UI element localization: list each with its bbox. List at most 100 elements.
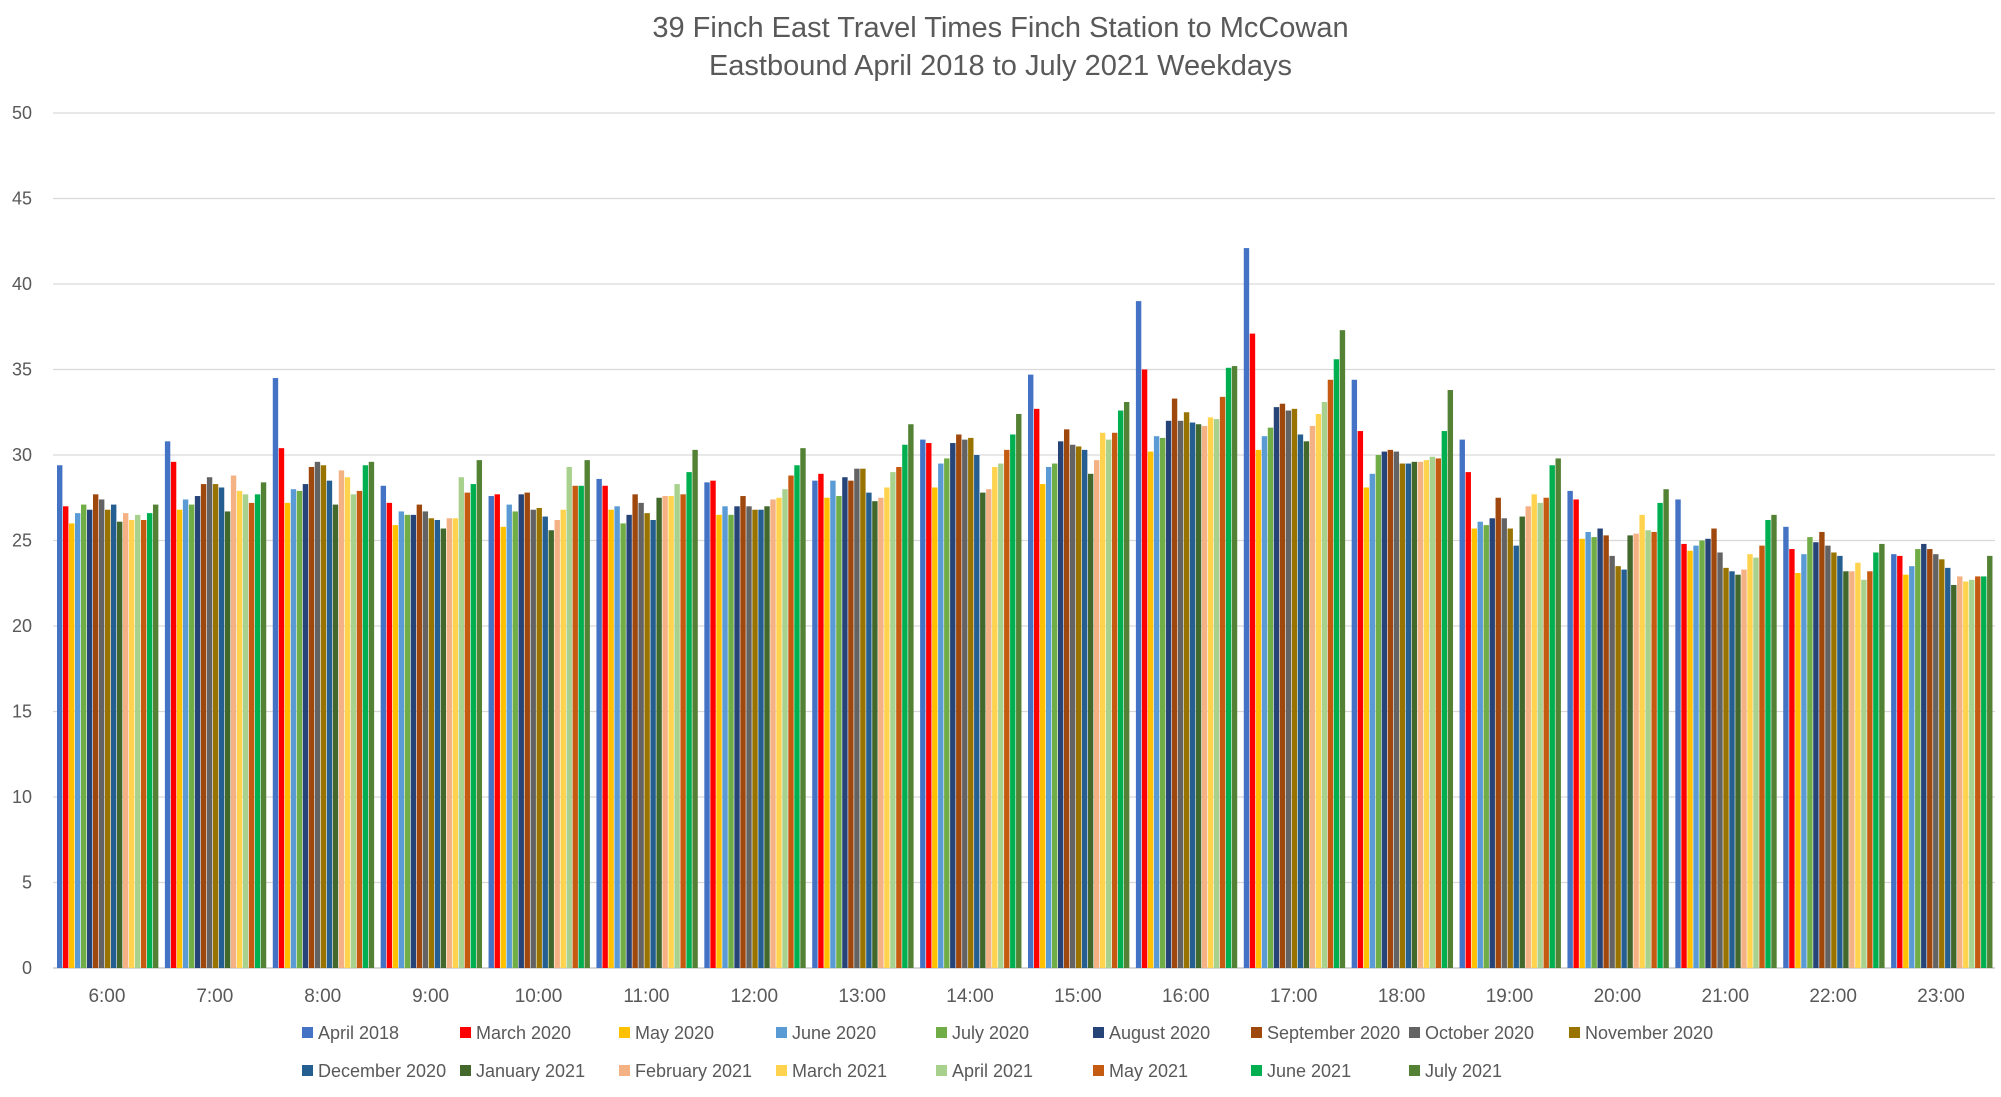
bar xyxy=(938,463,944,968)
y-tick-label: 35 xyxy=(12,360,32,380)
bar xyxy=(548,530,554,968)
bar xyxy=(1711,528,1717,968)
bar xyxy=(974,455,980,968)
bar xyxy=(944,458,950,968)
legend-label: February 2021 xyxy=(635,1061,752,1081)
bar xyxy=(644,513,650,968)
bar xyxy=(1465,472,1471,968)
bar xyxy=(1981,576,1987,968)
bar xyxy=(1477,521,1483,968)
bar xyxy=(1549,465,1555,968)
x-tick-label: 16:00 xyxy=(1162,986,1210,1007)
bar xyxy=(1495,497,1501,968)
bar xyxy=(770,499,776,968)
bar xyxy=(314,461,321,968)
bar xyxy=(1189,422,1196,968)
bar xyxy=(524,492,530,968)
bar xyxy=(542,516,548,968)
bar xyxy=(1159,437,1166,968)
legend-label: July 2021 xyxy=(1425,1061,1502,1081)
bar xyxy=(1369,473,1376,968)
bar xyxy=(410,514,417,968)
legend-swatch xyxy=(776,1065,787,1076)
bar xyxy=(1411,461,1418,968)
bar xyxy=(758,509,764,968)
bar xyxy=(212,484,219,968)
legend-swatch xyxy=(1093,1027,1104,1038)
bar xyxy=(1759,545,1765,968)
bar xyxy=(1081,449,1088,968)
bar xyxy=(836,496,842,968)
bar xyxy=(242,494,249,968)
legend-label: April 2021 xyxy=(952,1061,1033,1081)
bar xyxy=(176,509,183,968)
bar xyxy=(1075,446,1082,968)
x-axis: 6:00 7:00 8:00 9:00 10:00 11:00 12:00 13:00 14:0… xyxy=(88,986,1964,1007)
y-tick-label: 20 xyxy=(12,616,32,636)
bar xyxy=(488,496,494,968)
bar xyxy=(1153,436,1160,968)
y-axis: 0 5 10 15 20 25 30 35 40 45 50 xyxy=(12,103,32,978)
bar xyxy=(218,487,225,968)
bar xyxy=(98,499,105,968)
bar xyxy=(1657,502,1663,968)
bar xyxy=(1004,449,1010,968)
bar xyxy=(1315,413,1322,969)
bar xyxy=(1519,516,1525,968)
legend-swatch xyxy=(776,1027,787,1038)
x-tick-label: 23:00 xyxy=(1917,986,1965,1007)
bar xyxy=(1381,451,1388,969)
legend-label: March 2020 xyxy=(476,1023,571,1043)
bar xyxy=(104,509,111,968)
bar xyxy=(1051,463,1058,968)
legend-label: May 2021 xyxy=(1109,1061,1188,1081)
legend-label: September 2020 xyxy=(1267,1023,1400,1043)
bar xyxy=(1645,530,1651,968)
bar xyxy=(890,472,896,968)
legend-label: July 2020 xyxy=(952,1023,1029,1043)
x-tick-label: 13:00 xyxy=(838,986,886,1007)
x-tick-label: 19:00 xyxy=(1486,986,1534,1007)
x-tick-label: 21:00 xyxy=(1702,986,1750,1007)
bar xyxy=(1729,571,1735,968)
bar xyxy=(1573,499,1579,968)
bar xyxy=(1639,514,1645,968)
legend-swatch xyxy=(460,1027,471,1038)
bar xyxy=(1285,410,1292,968)
bar xyxy=(284,502,291,968)
legend-swatch xyxy=(936,1065,947,1076)
bar xyxy=(932,487,938,968)
bar xyxy=(1915,549,1921,968)
chart-title-line-1: 39 Finch East Travel Times Finch Station… xyxy=(652,12,1349,44)
bar xyxy=(1855,562,1861,968)
bar xyxy=(278,448,285,968)
bar xyxy=(1267,427,1274,968)
bar xyxy=(1351,379,1358,968)
bar xyxy=(188,504,195,968)
bar xyxy=(686,472,692,968)
bar xyxy=(1537,502,1543,968)
bar xyxy=(518,494,524,968)
bar xyxy=(1417,461,1424,968)
bar xyxy=(338,470,345,968)
legend-label: January 2021 xyxy=(476,1061,585,1081)
bar xyxy=(560,509,566,968)
bar xyxy=(1831,552,1837,968)
bar xyxy=(398,511,405,968)
bar xyxy=(1699,540,1705,968)
x-tick-label: 8:00 xyxy=(304,986,341,1007)
bar xyxy=(1681,543,1687,968)
bar xyxy=(1028,374,1034,968)
bar xyxy=(116,521,123,968)
bar xyxy=(1951,584,1957,968)
bar xyxy=(362,465,369,968)
bar xyxy=(1063,429,1070,969)
bar xyxy=(1741,569,1747,968)
bar xyxy=(1531,494,1537,968)
bar xyxy=(614,506,620,968)
bar xyxy=(1933,554,1939,968)
x-tick-label: 18:00 xyxy=(1378,986,1426,1007)
bar xyxy=(800,448,806,968)
bar xyxy=(1807,537,1813,968)
bar xyxy=(1513,545,1519,968)
